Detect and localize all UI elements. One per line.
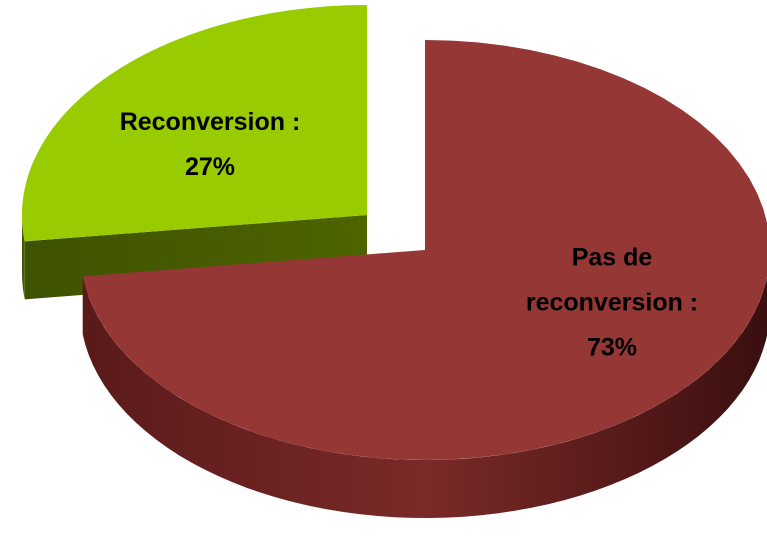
slice [82,40,767,460]
category-label: Reconversion : [119,108,301,136]
value-label: 27% [184,153,236,181]
slice-side [22,215,25,300]
category-label: Pas de reconversion : [525,243,699,317]
data-label: Pas de reconversion : 73% [510,236,715,371]
slice-side [82,276,767,518]
data-label: Reconversion : 27% [85,100,335,190]
value-label: 73% [586,333,638,362]
slice [22,5,367,242]
